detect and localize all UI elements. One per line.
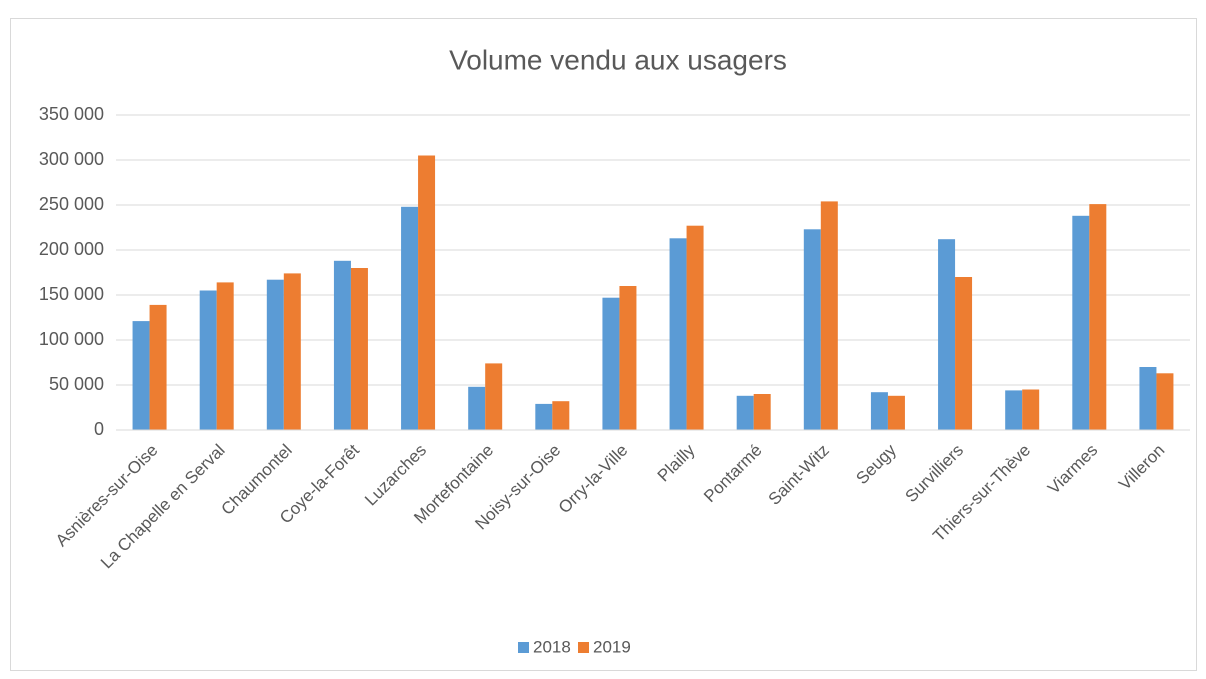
y-tick-label: 250 000	[39, 194, 104, 214]
bar	[468, 386, 486, 430]
legend-label: 2018	[533, 637, 571, 656]
y-tick-label: 0	[94, 419, 104, 439]
bar	[350, 268, 368, 430]
y-tick-label: 200 000	[39, 239, 104, 259]
legend-label: 2019	[593, 637, 631, 656]
legend-swatch	[518, 642, 529, 653]
y-tick-label: 50 000	[49, 374, 104, 394]
bar	[619, 286, 637, 430]
bar	[283, 273, 301, 430]
legend-swatch	[578, 642, 589, 653]
bar	[1156, 373, 1174, 430]
bar	[820, 201, 838, 430]
bar	[887, 395, 905, 430]
bar	[1072, 215, 1090, 430]
bar	[132, 321, 150, 430]
bar	[602, 297, 620, 430]
y-tick-label: 350 000	[39, 104, 104, 124]
bar	[1005, 390, 1023, 430]
bar	[669, 238, 687, 430]
chart-title: Volume vendu aux usagers	[449, 44, 787, 75]
bar	[199, 290, 217, 430]
bar	[535, 403, 553, 430]
bar	[686, 225, 704, 430]
bar	[149, 304, 167, 430]
bar	[803, 229, 821, 430]
y-tick-label: 300 000	[39, 149, 104, 169]
bar	[485, 363, 503, 430]
bar	[418, 155, 436, 430]
bar	[1022, 389, 1040, 430]
bar	[552, 401, 570, 430]
bar	[955, 277, 973, 430]
bar	[1089, 204, 1107, 430]
bar	[1139, 367, 1157, 430]
y-tick-label: 150 000	[39, 284, 104, 304]
y-tick-label: 100 000	[39, 329, 104, 349]
bar	[753, 394, 771, 430]
bar	[216, 282, 234, 430]
bar	[938, 239, 956, 430]
bar	[870, 392, 888, 430]
bar	[266, 279, 284, 430]
bar	[401, 206, 419, 430]
bar	[333, 260, 351, 430]
bar	[736, 395, 754, 430]
